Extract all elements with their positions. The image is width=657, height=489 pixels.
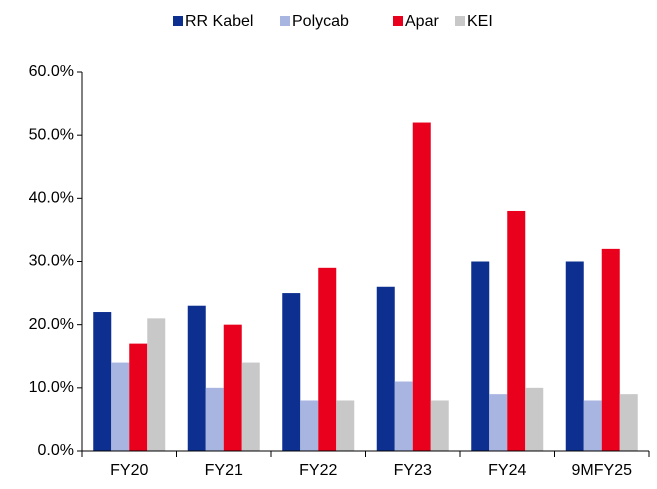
bar xyxy=(394,381,413,451)
x-tick-label: FY23 xyxy=(394,462,432,479)
bar xyxy=(205,387,224,451)
legend-swatch xyxy=(173,16,183,26)
y-tick-label: 0.0% xyxy=(38,442,74,459)
y-tick-label: 10.0% xyxy=(29,379,74,396)
legend-swatch xyxy=(280,16,290,26)
bar xyxy=(471,261,490,451)
bar xyxy=(430,400,449,451)
bar xyxy=(336,400,355,451)
x-tick-label: FY21 xyxy=(205,462,243,479)
bar xyxy=(376,286,395,451)
x-tick-label: FY24 xyxy=(488,462,526,479)
bar xyxy=(318,267,337,451)
bar xyxy=(93,312,112,451)
x-tick-label: FY22 xyxy=(299,462,337,479)
bar xyxy=(583,400,602,451)
y-tick-label: 20.0% xyxy=(29,316,74,333)
bar xyxy=(300,400,319,451)
y-tick-label: 30.0% xyxy=(29,253,74,270)
x-tick-label: 9MFY25 xyxy=(572,462,633,479)
bar xyxy=(619,394,638,451)
bar xyxy=(412,122,431,452)
bar xyxy=(601,248,620,451)
y-tick-label: 40.0% xyxy=(29,190,74,207)
legend-swatch xyxy=(393,16,403,26)
x-tick-label: FY20 xyxy=(110,462,148,479)
bar xyxy=(507,210,526,451)
bar xyxy=(129,343,148,451)
bar xyxy=(187,305,206,451)
legend-label: Apar xyxy=(405,13,439,30)
bar xyxy=(489,394,508,451)
bar xyxy=(223,324,242,451)
bar xyxy=(147,318,166,451)
legend-label: KEI xyxy=(467,13,493,30)
bar xyxy=(525,387,544,451)
y-tick-label: 60.0% xyxy=(29,63,74,80)
legend-label: Polycab xyxy=(292,13,349,30)
bar xyxy=(565,261,584,451)
legend-swatch xyxy=(455,16,465,26)
y-tick-label: 50.0% xyxy=(29,126,74,143)
legend-label: RR Kabel xyxy=(185,13,253,30)
bar xyxy=(241,362,260,451)
bar xyxy=(282,293,301,451)
bar xyxy=(111,362,130,451)
